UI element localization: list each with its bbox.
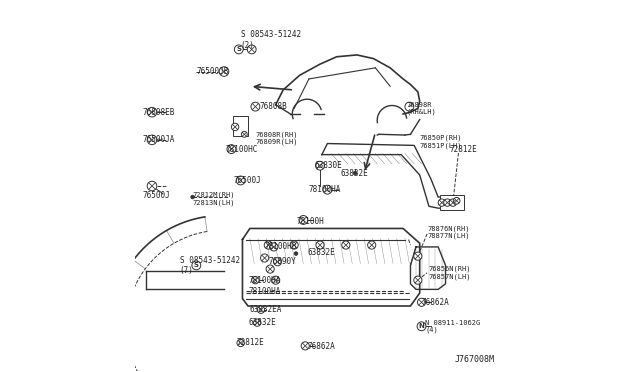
Text: 76850P(RH)
76851P(LH): 76850P(RH) 76851P(LH): [420, 135, 462, 149]
Text: 72812E: 72812E: [449, 145, 477, 154]
Text: 76856N(RH)
76857N(LH): 76856N(RH) 76857N(LH): [429, 266, 472, 280]
Text: S: S: [236, 46, 241, 52]
Circle shape: [342, 241, 350, 249]
Bar: [440, 195, 464, 210]
Text: 76862A: 76862A: [307, 342, 335, 351]
Circle shape: [323, 185, 332, 194]
Circle shape: [260, 254, 269, 262]
Circle shape: [294, 252, 298, 256]
Text: 76808B: 76808B: [259, 102, 287, 111]
Text: 78100HC: 78100HC: [226, 145, 258, 154]
Circle shape: [264, 241, 273, 249]
Circle shape: [316, 161, 324, 170]
Circle shape: [271, 276, 280, 284]
Circle shape: [367, 241, 376, 249]
Circle shape: [192, 261, 201, 270]
Circle shape: [232, 123, 239, 131]
Text: 78100HA: 78100HA: [248, 287, 280, 296]
Circle shape: [241, 131, 247, 137]
Text: S 08543-51242
(7): S 08543-51242 (7): [180, 256, 240, 275]
Text: 76500JA: 76500JA: [143, 135, 175, 144]
Circle shape: [251, 102, 260, 111]
Text: 76500JB: 76500JB: [196, 67, 228, 76]
Circle shape: [414, 252, 422, 260]
Text: 78100HA: 78100HA: [309, 185, 341, 194]
Circle shape: [237, 339, 244, 347]
Circle shape: [147, 181, 157, 191]
Circle shape: [236, 176, 245, 185]
Text: 63832E: 63832E: [340, 169, 368, 177]
Circle shape: [147, 135, 157, 145]
Circle shape: [290, 241, 298, 249]
Text: S: S: [194, 262, 199, 268]
Circle shape: [417, 298, 426, 307]
Text: 63832E: 63832E: [307, 248, 335, 257]
Text: 76898R
(RH&LH): 76898R (RH&LH): [407, 102, 436, 115]
Text: 63832E: 63832E: [248, 318, 276, 327]
Circle shape: [257, 306, 264, 313]
Circle shape: [227, 145, 236, 154]
Text: N: N: [419, 323, 424, 329]
Text: 72812M(RH)
72813N(LH): 72812M(RH) 72813N(LH): [193, 192, 235, 206]
Circle shape: [417, 322, 426, 331]
Text: 63830E: 63830E: [314, 161, 342, 170]
Text: 76862A: 76862A: [422, 298, 449, 307]
Text: 76500J: 76500J: [143, 191, 170, 200]
Text: 63832EA: 63832EA: [250, 305, 282, 314]
Circle shape: [247, 45, 256, 54]
Circle shape: [234, 45, 243, 54]
Bar: [233, 116, 248, 136]
Text: 78876N(RH)
78877N(LH): 78876N(RH) 78877N(LH): [427, 225, 470, 239]
Text: 78100HA: 78100HA: [248, 276, 280, 285]
Circle shape: [301, 342, 309, 350]
Circle shape: [316, 241, 324, 249]
Text: N 08911-1062G
(4): N 08911-1062G (4): [425, 320, 481, 333]
Circle shape: [449, 199, 456, 206]
Circle shape: [299, 215, 308, 224]
Circle shape: [266, 265, 274, 273]
Text: 76500J: 76500J: [233, 176, 261, 185]
Text: 72812E: 72812E: [237, 339, 265, 347]
Circle shape: [438, 199, 445, 206]
Text: J767008M: J767008M: [455, 355, 495, 364]
Circle shape: [273, 258, 282, 266]
Text: 78100HB: 78100HB: [264, 243, 297, 251]
Circle shape: [220, 67, 229, 76]
Circle shape: [252, 276, 259, 284]
Circle shape: [353, 171, 357, 175]
Text: S 08543-51242
(2): S 08543-51242 (2): [241, 31, 301, 50]
Circle shape: [453, 198, 460, 204]
Circle shape: [414, 276, 422, 284]
Text: 78100H: 78100H: [296, 217, 324, 225]
Circle shape: [191, 195, 195, 199]
Text: 76808R(RH)
76809R(LH): 76808R(RH) 76809R(LH): [255, 131, 298, 145]
Circle shape: [270, 243, 278, 251]
Text: 76890Y: 76890Y: [268, 257, 296, 266]
Circle shape: [253, 319, 261, 326]
Circle shape: [444, 199, 451, 206]
Text: 76808EB: 76808EB: [143, 108, 175, 117]
Circle shape: [147, 108, 157, 117]
